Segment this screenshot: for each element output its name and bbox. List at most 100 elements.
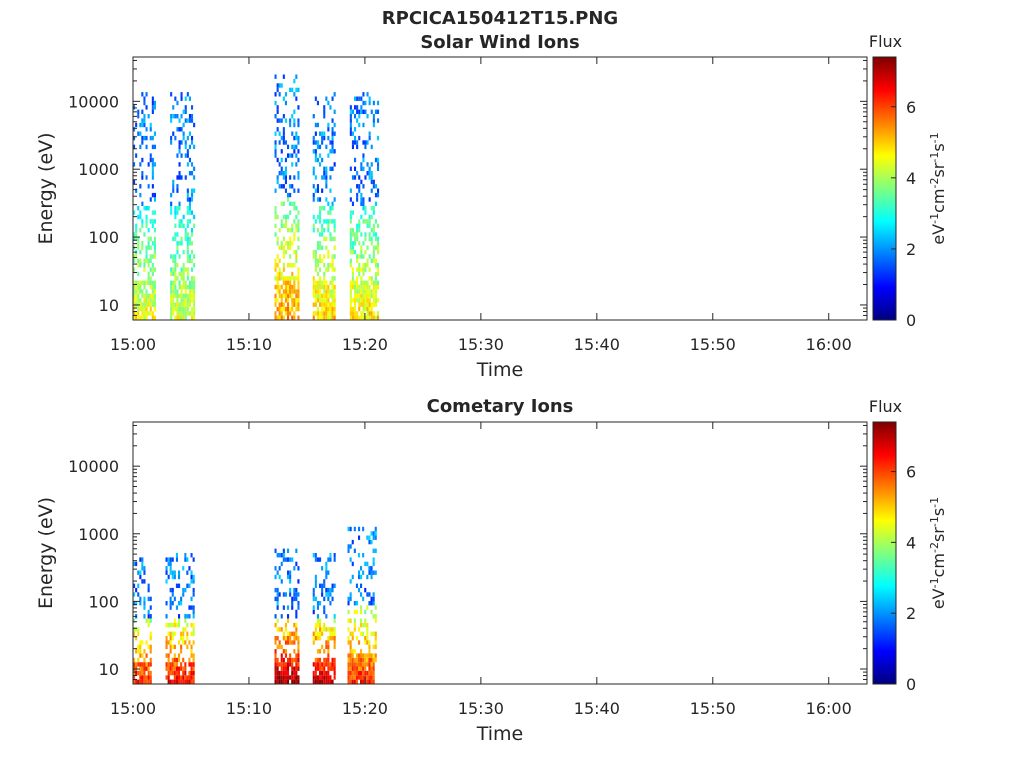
heatmap-cell	[362, 219, 365, 224]
heatmap-cell	[374, 605, 377, 610]
heatmap-cell	[282, 315, 285, 320]
heatmap-cell	[312, 254, 315, 259]
heatmap-cell	[321, 258, 324, 263]
heatmap-cell	[133, 179, 136, 185]
heatmap-cell	[353, 649, 356, 654]
heatmap-cell	[295, 214, 298, 220]
heatmap-cell	[282, 267, 285, 272]
heatmap-cell	[291, 640, 294, 645]
heatmap-cell	[358, 526, 361, 532]
heatmap-cell	[289, 662, 292, 667]
heatmap-cell	[284, 627, 287, 632]
heatmap-cell	[176, 306, 179, 312]
heatmap-cell	[174, 302, 177, 307]
heatmap-cell	[295, 675, 298, 680]
heatmap-cell	[295, 254, 298, 259]
heatmap-cell	[333, 631, 336, 636]
heatmap-cell	[316, 284, 319, 290]
heatmap-cell	[333, 109, 336, 114]
heatmap-cell	[295, 666, 298, 671]
heatmap-cell	[323, 302, 326, 307]
heatmap-cell	[297, 149, 300, 154]
heatmap-cell	[139, 670, 142, 676]
heatmap-cell	[377, 100, 380, 106]
heatmap-cell	[297, 118, 300, 123]
heatmap-cell	[184, 618, 187, 623]
heatmap-cell	[362, 201, 365, 206]
heatmap-cell	[356, 228, 359, 233]
heatmap-cell	[358, 657, 361, 663]
heatmap-cell	[319, 214, 322, 220]
heatmap-cell	[362, 271, 365, 277]
heatmap-cell	[360, 162, 363, 167]
heatmap-cell	[180, 306, 183, 312]
heatmap-cell	[284, 649, 287, 654]
heatmap-cell	[133, 258, 136, 263]
colorbar-tick-label: 2	[906, 240, 916, 259]
heatmap-cell	[349, 114, 352, 119]
heatmap-cell	[295, 302, 298, 307]
heatmap-cell	[135, 293, 138, 299]
heatmap-cell	[280, 666, 283, 671]
heatmap-cell	[192, 631, 195, 636]
heatmap-cell	[137, 627, 140, 632]
heatmap-cell	[362, 241, 365, 246]
heatmap-cell	[174, 114, 177, 119]
heatmap-cell	[174, 214, 177, 220]
heatmap-cell	[149, 122, 152, 128]
heatmap-cell	[364, 315, 367, 320]
heatmap-cell	[180, 302, 183, 307]
heatmap-cell	[293, 592, 296, 597]
heatmap-cell	[327, 675, 330, 680]
heatmap-cell	[312, 679, 315, 684]
heatmap-cell	[180, 601, 183, 606]
heatmap-cell	[291, 601, 294, 606]
heatmap-cell	[276, 241, 279, 246]
heatmap-cell	[319, 662, 322, 667]
heatmap-cell	[355, 670, 358, 676]
heatmap-cell	[171, 662, 174, 667]
heatmap-cell	[370, 653, 373, 658]
heatmap-cell	[327, 302, 330, 307]
heatmap-cell	[137, 289, 140, 294]
heatmap-cell	[351, 284, 354, 290]
heatmap-cell	[192, 592, 195, 597]
heatmap-cell	[323, 579, 326, 584]
heatmap-cell	[370, 302, 373, 307]
heatmap-cell	[173, 622, 176, 628]
heatmap-cell	[368, 219, 371, 224]
heatmap-cell	[368, 131, 371, 136]
heatmap-cell	[329, 188, 332, 193]
heatmap-cell	[351, 670, 354, 676]
heatmap-cell	[319, 245, 322, 250]
heatmap-cell	[143, 675, 146, 680]
heatmap-cell	[287, 284, 290, 290]
heatmap-cell	[184, 280, 187, 285]
heatmap-cell	[151, 263, 154, 268]
heatmap-cell	[360, 298, 363, 303]
heatmap-cell	[172, 131, 175, 136]
heatmap-cell	[289, 675, 292, 680]
heatmap-cell	[370, 574, 373, 580]
heatmap-cell	[372, 596, 375, 602]
heatmap-cell	[141, 201, 144, 206]
heatmap-cell	[147, 258, 150, 263]
heatmap-cell	[327, 670, 330, 676]
heatmap-cell	[171, 592, 174, 597]
heatmap-cell	[370, 144, 373, 150]
heatmap-cell	[167, 675, 170, 680]
heatmap-cell	[284, 92, 287, 97]
heatmap-cell	[165, 662, 168, 667]
heatmap-cell	[321, 284, 324, 290]
heatmap-cell	[319, 657, 322, 663]
heatmap-cell	[167, 631, 170, 636]
heatmap-cell	[297, 223, 300, 228]
heatmap-cell	[316, 197, 319, 202]
heatmap-cell	[182, 109, 185, 114]
heatmap-cell	[349, 188, 352, 193]
heatmap-cell	[331, 298, 334, 303]
heatmap-cell	[284, 670, 287, 676]
heatmap-cell	[319, 557, 322, 562]
heatmap-cell	[291, 271, 294, 277]
heatmap-cell	[314, 679, 317, 684]
